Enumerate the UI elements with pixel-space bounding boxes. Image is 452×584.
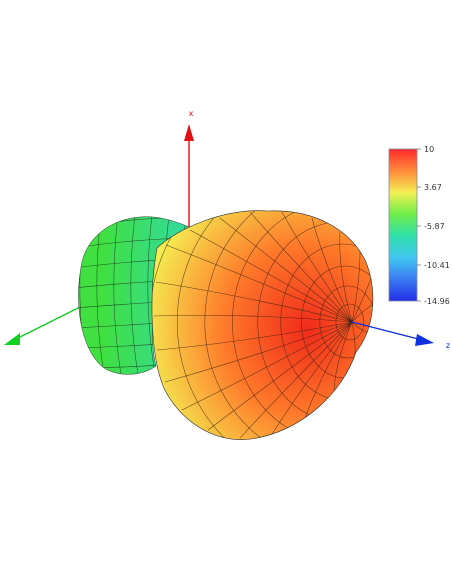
x-axis-arrowhead: [184, 124, 194, 141]
colorbar-tick-label: 10: [424, 145, 434, 154]
colorbar-tick-label: -14.96: [424, 297, 450, 306]
color-scale-bar: [388, 148, 418, 302]
mesh-meridian: [351, 251, 361, 323]
mesh-parallel: [335, 303, 365, 341]
mesh-meridian: [249, 211, 353, 323]
colorbar-tick-label: -10.41: [424, 261, 450, 270]
mesh-line: [96, 216, 106, 375]
color-scale-legend: 10 3.67 -5.87 -10.41 -14.96: [388, 145, 450, 306]
mesh-parallel: [176, 210, 373, 440]
z-axis-label: z: [446, 341, 450, 350]
mesh-meridian: [165, 244, 353, 323]
mesh-meridian: [339, 231, 353, 323]
z-axis-line: [351, 321, 427, 342]
mesh-meridian: [219, 217, 353, 323]
mesh-meridian: [189, 229, 353, 323]
z-axis-arrowhead: [415, 334, 434, 346]
mesh-meridian: [311, 217, 353, 323]
mesh-meridian: [207, 321, 353, 431]
mesh-meridian: [155, 281, 353, 323]
mesh-line: [113, 216, 123, 375]
mesh-parallel: [319, 285, 373, 359]
mesh-meridian: [153, 314, 353, 323]
mesh-meridian: [351, 304, 373, 323]
mesh-line: [147, 216, 157, 375]
mesh-meridian: [239, 321, 353, 439]
mesh-line: [130, 216, 140, 375]
x-axis-label: x: [189, 109, 194, 118]
mesh-parallel: [204, 210, 373, 440]
colorbar-tick-label: -5.87: [424, 222, 445, 231]
mesh-parallel: [232, 210, 373, 440]
mesh-meridian: [351, 277, 372, 323]
mesh-meridian: [304, 321, 353, 419]
colorbar-tick-label: 3.67: [424, 183, 442, 192]
mesh-meridian: [281, 211, 353, 323]
y-axis-arrowhead: [4, 333, 20, 345]
mesh-meridian: [181, 321, 353, 411]
mesh-meridian: [333, 321, 353, 393]
mesh-meridian: [271, 321, 353, 435]
